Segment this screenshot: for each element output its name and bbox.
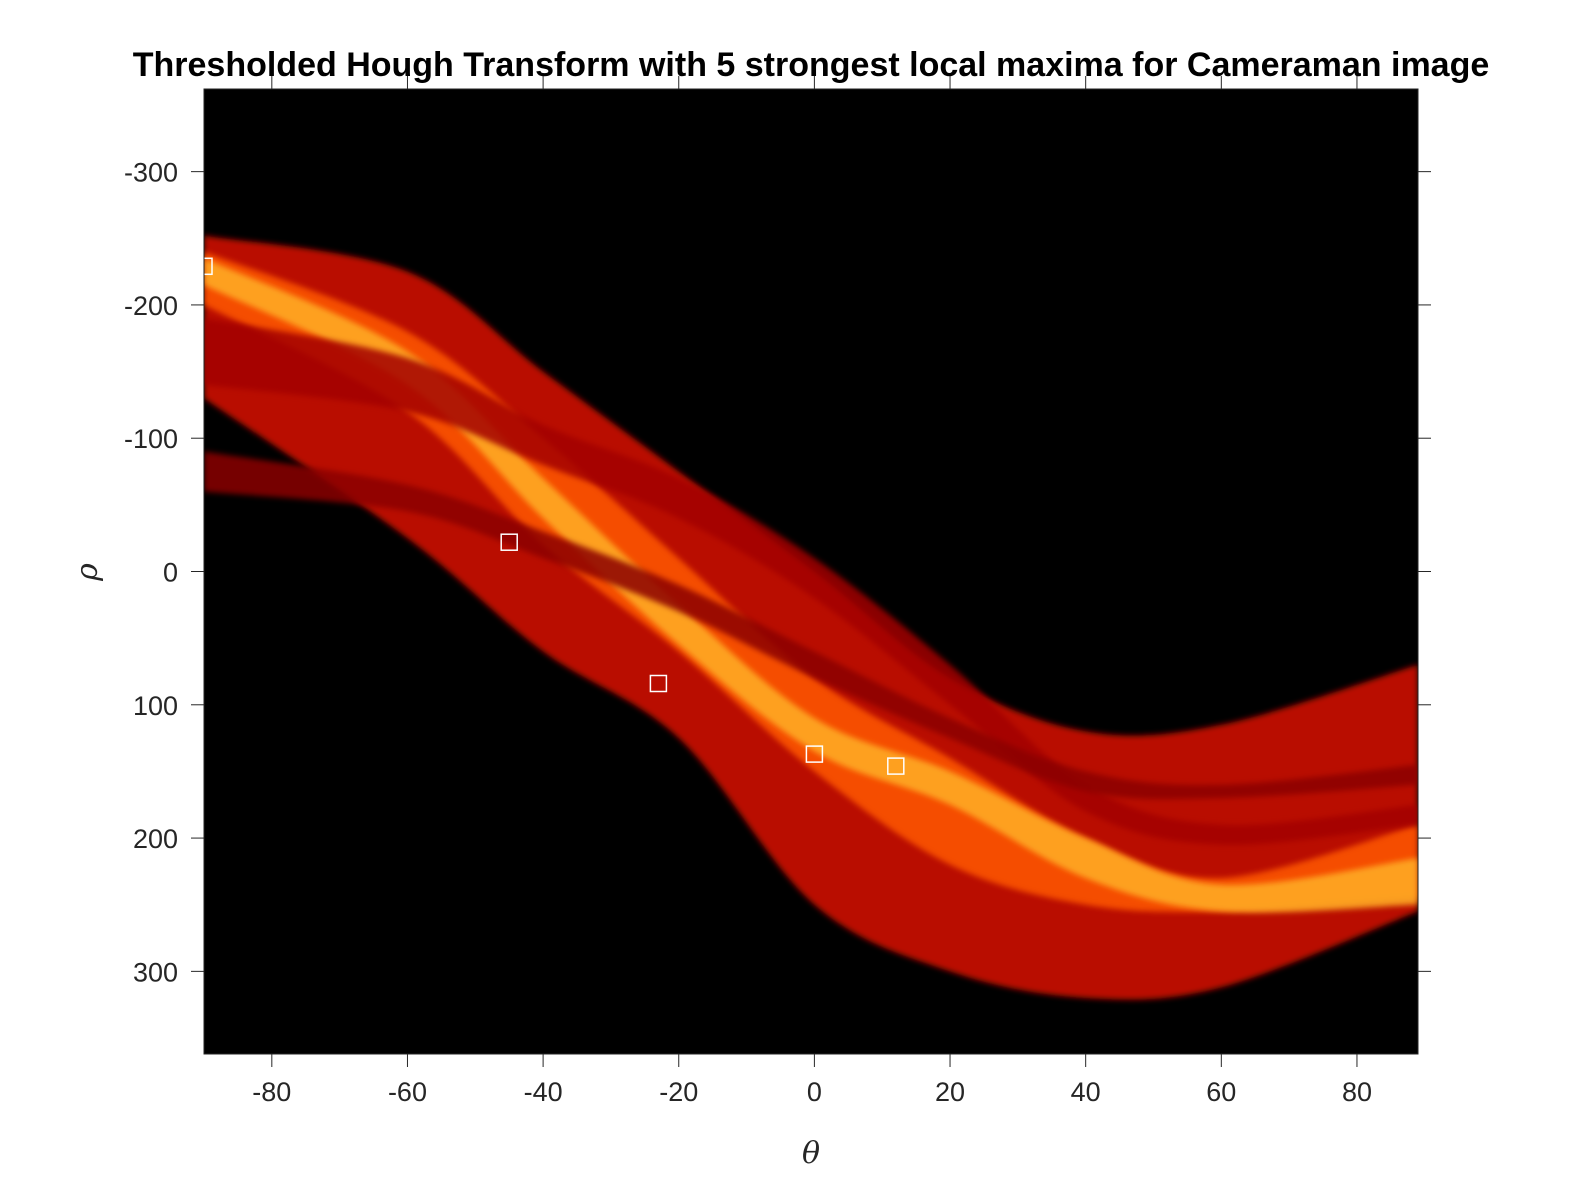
y-tick-label: 0 <box>163 558 178 588</box>
maxima-marker <box>805 745 824 763</box>
y-tick-label: 100 <box>133 691 178 721</box>
maxima-marker <box>500 533 518 551</box>
x-axis-label: θ <box>802 1136 820 1171</box>
y-axis-label: ρ <box>70 563 105 582</box>
x-tick-label: 20 <box>935 1077 965 1107</box>
heatmap-band-3 <box>204 258 1418 913</box>
y-tick-label: 200 <box>133 824 178 854</box>
x-tick-label: 0 <box>807 1077 822 1107</box>
y-tick-label: -200 <box>124 291 178 321</box>
x-tick-label: -40 <box>524 1077 563 1107</box>
x-tick-label: -80 <box>252 1077 291 1107</box>
heatmap-band-5 <box>204 451 1418 800</box>
x-tick-label: 80 <box>1342 1077 1372 1107</box>
x-tick-label: 60 <box>1206 1077 1236 1107</box>
maxima-marker <box>887 757 905 775</box>
y-tick-label: 300 <box>133 957 178 987</box>
y-tick-label: -300 <box>124 158 178 188</box>
maxima-marker <box>649 674 668 693</box>
x-tick-label: 40 <box>1071 1077 1101 1107</box>
axes: -80 -60 -40 -20 0 20 40 60 80-300-200-1000100200… <box>124 76 1431 1107</box>
chart-title: Thresholded Hough Transform with 5 stron… <box>133 46 1490 84</box>
x-tick-label: -20 <box>659 1077 698 1107</box>
x-tick-label: -60 <box>388 1077 427 1107</box>
heatmap-bands <box>204 235 1418 1000</box>
heatmap-band-4 <box>204 318 1418 845</box>
y-tick-label: -100 <box>124 424 178 454</box>
